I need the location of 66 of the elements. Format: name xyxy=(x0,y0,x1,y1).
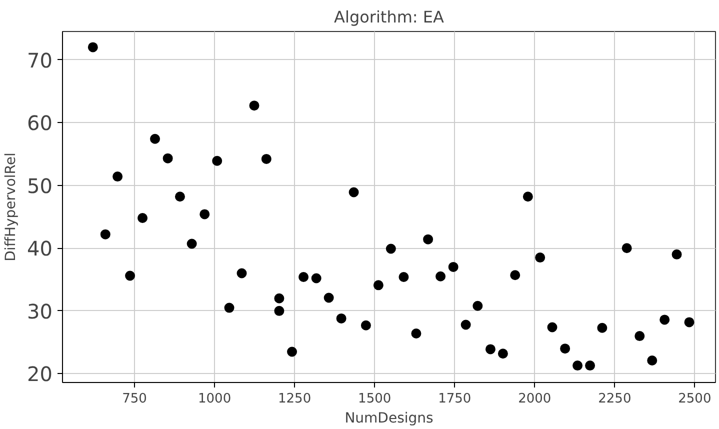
point xyxy=(472,300,483,311)
point xyxy=(249,100,260,111)
point xyxy=(411,328,422,339)
x-tick-label: 2500 xyxy=(678,392,712,406)
chart-title: Algorithm: EA xyxy=(334,8,444,26)
point xyxy=(100,229,110,240)
point xyxy=(125,270,136,281)
point xyxy=(485,344,496,354)
point xyxy=(684,317,694,328)
point xyxy=(585,360,596,371)
y-tick-label: 40 xyxy=(27,236,53,261)
point xyxy=(336,313,346,324)
point xyxy=(200,209,210,220)
point xyxy=(572,360,583,371)
point xyxy=(186,238,197,249)
x-tick-label: 750 xyxy=(122,392,147,406)
point xyxy=(522,192,533,202)
x-tick-label: 1250 xyxy=(278,392,312,406)
point xyxy=(597,322,608,333)
y-tick-label: 20 xyxy=(27,362,53,386)
point xyxy=(298,272,309,282)
point xyxy=(274,293,284,304)
y-tick-label: 50 xyxy=(27,174,53,198)
point xyxy=(547,322,558,332)
point xyxy=(174,192,185,202)
point xyxy=(622,243,632,254)
y-tick-label: 30 xyxy=(27,299,53,324)
point xyxy=(647,356,658,366)
point xyxy=(535,252,546,263)
point xyxy=(224,302,234,313)
point xyxy=(436,271,446,282)
point xyxy=(386,244,396,254)
point xyxy=(672,249,682,260)
point xyxy=(88,42,98,52)
point xyxy=(138,212,148,223)
point xyxy=(360,320,371,330)
point xyxy=(274,306,284,316)
x-tick-label: 2250 xyxy=(598,392,632,406)
y-tick-label: 60 xyxy=(27,111,53,136)
x-tick-label: 1750 xyxy=(438,392,472,406)
point xyxy=(212,156,222,166)
point xyxy=(398,272,409,282)
point xyxy=(348,187,359,198)
point xyxy=(373,280,384,290)
point xyxy=(287,346,298,357)
x-tick-label: 2000 xyxy=(518,392,552,406)
point xyxy=(660,314,670,325)
point xyxy=(510,270,520,280)
point xyxy=(460,320,471,330)
point xyxy=(261,154,272,164)
x-tick-label: 1000 xyxy=(198,392,232,406)
y-axis-title: DiffHypervolRel xyxy=(3,152,20,262)
point xyxy=(448,262,458,272)
point xyxy=(560,344,570,354)
point xyxy=(311,273,322,284)
point xyxy=(112,172,123,182)
point xyxy=(423,234,434,244)
point xyxy=(162,153,173,164)
x-axis-title: NumDesigns xyxy=(344,410,434,426)
point xyxy=(498,348,508,359)
point xyxy=(150,134,160,144)
point xyxy=(324,292,334,303)
point xyxy=(236,268,247,278)
y-tick-label: 70 xyxy=(27,48,53,72)
point xyxy=(634,331,645,342)
x-tick-label: 1500 xyxy=(358,392,392,406)
